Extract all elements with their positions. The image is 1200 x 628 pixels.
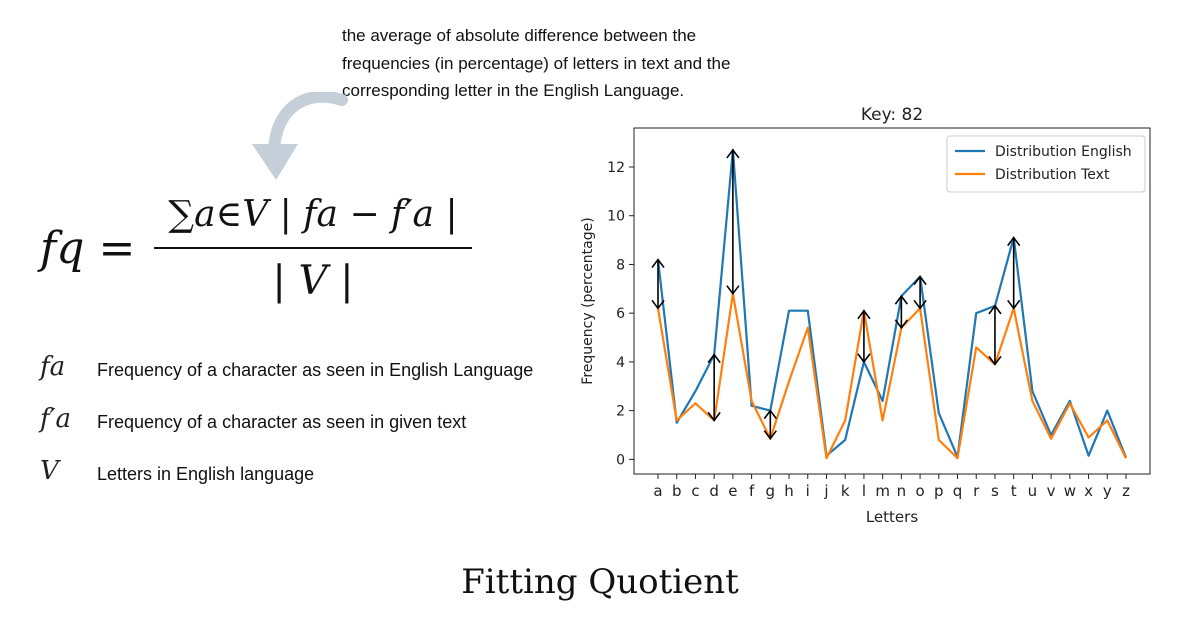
x-tick-label: v (1047, 482, 1056, 500)
x-tick-label: x (1084, 482, 1093, 500)
x-tick-label: t (1011, 482, 1017, 500)
difference-arrowhead-down (726, 285, 740, 296)
x-tick-label: p (934, 482, 944, 500)
x-tick-label: b (672, 482, 682, 500)
x-tick-label: m (875, 482, 890, 500)
x-tick-label: s (991, 482, 999, 500)
difference-arrowhead-down (894, 319, 908, 330)
x-tick-label: y (1103, 482, 1112, 500)
x-tick-label: k (841, 482, 850, 500)
fitting-quotient-formula: fq = ∑a∈V | fa − f′a | | V | (40, 185, 480, 315)
difference-arrowhead-down (1007, 299, 1021, 310)
annotation-line: frequencies (in percentage) of letters i… (342, 53, 731, 73)
x-tick-label: l (862, 482, 866, 500)
x-tick-label: r (973, 482, 980, 500)
x-tick-label: g (766, 482, 776, 500)
y-tick-label: 12 (607, 160, 625, 176)
x-tick-label: z (1122, 482, 1130, 500)
formula-numerator: ∑a∈V | fa − f′a | (168, 194, 458, 235)
x-tick-label: i (806, 482, 810, 500)
definition-text: Frequency of a character as seen in Engl… (97, 360, 534, 380)
x-tick-label: a (653, 482, 662, 500)
frequency-chart: Key: 82 0 2 4 6 8 10 12 a b c d e f g h i j k l m n o p q r s t u v w x… (580, 105, 1151, 526)
difference-arrowhead-up (988, 304, 1002, 315)
y-tick-label: 10 (607, 209, 625, 225)
y-tick-label: 0 (616, 452, 625, 468)
difference-arrowhead-down (707, 411, 721, 422)
series-line-english (656, 148, 1128, 459)
difference-arrowhead-down (988, 355, 1002, 366)
definition-text: Frequency of a character as seen in give… (97, 412, 467, 432)
y-tick-label: 8 (616, 257, 625, 273)
formula-fraction: ∑a∈V | fa − f′a | | V | (154, 185, 472, 309)
difference-arrowhead-up (913, 275, 927, 286)
plot-frame (633, 127, 1151, 475)
symbol-v: V (40, 456, 59, 486)
annotation-line: the average of absolute difference betwe… (342, 26, 697, 45)
x-tick-label: o (915, 482, 924, 500)
fraction-bar (154, 247, 472, 249)
legend-label: Distribution English (995, 144, 1132, 160)
difference-arrowhead-down (763, 430, 777, 441)
formula-lhs-text: fq = (40, 223, 136, 274)
x-tick-label: d (709, 482, 719, 500)
x-tick-label: e (728, 482, 737, 500)
legend-label: Distribution Text (995, 167, 1110, 183)
difference-arrowhead-up (726, 148, 740, 159)
x-tick-label: j (823, 482, 828, 500)
x-tick-label: u (1028, 482, 1038, 500)
difference-arrowhead-down (913, 299, 927, 310)
x-tick-label: q (953, 482, 963, 500)
x-tick-label: n (897, 482, 907, 500)
series-line-text (656, 292, 1127, 460)
definition-text: Letters in English language (97, 464, 315, 484)
difference-arrowhead-down (857, 353, 871, 364)
x-tick-label: c (691, 482, 699, 500)
y-tick-label: 4 (616, 355, 625, 371)
formula-denominator: | V | (272, 258, 354, 304)
y-tick-label: 2 (616, 404, 625, 420)
page-title: Fitting Quotient (461, 562, 739, 602)
legend-box (946, 135, 1146, 193)
annotation-line: corresponding letter in the English Lang… (342, 81, 685, 100)
difference-arrowhead-up (1007, 236, 1021, 247)
y-tick-label: 6 (616, 306, 625, 322)
annotation-text: the average of absolute difference betwe… (342, 22, 812, 105)
curved-arrow-icon (252, 92, 348, 180)
difference-arrowhead-up (651, 258, 665, 269)
difference-arrowhead-up (857, 309, 871, 320)
difference-arrowhead-up (763, 409, 777, 420)
chart-title: Key: 82 (861, 105, 923, 125)
symbol-fa: fa (40, 352, 66, 382)
formula-lhs: fq = (40, 223, 135, 274)
difference-arrowhead-up (707, 353, 721, 364)
difference-arrowhead-up (894, 294, 908, 305)
y-axis-label: Frequency (percentage) (580, 217, 596, 384)
x-tick-label: f (749, 482, 755, 500)
symbol-f-prime-a: f′a (40, 404, 72, 434)
x-axis-label: Letters (866, 508, 918, 526)
difference-arrowhead-down (651, 299, 665, 310)
x-tick-label: w (1064, 482, 1076, 500)
x-tick-label: h (784, 482, 794, 500)
